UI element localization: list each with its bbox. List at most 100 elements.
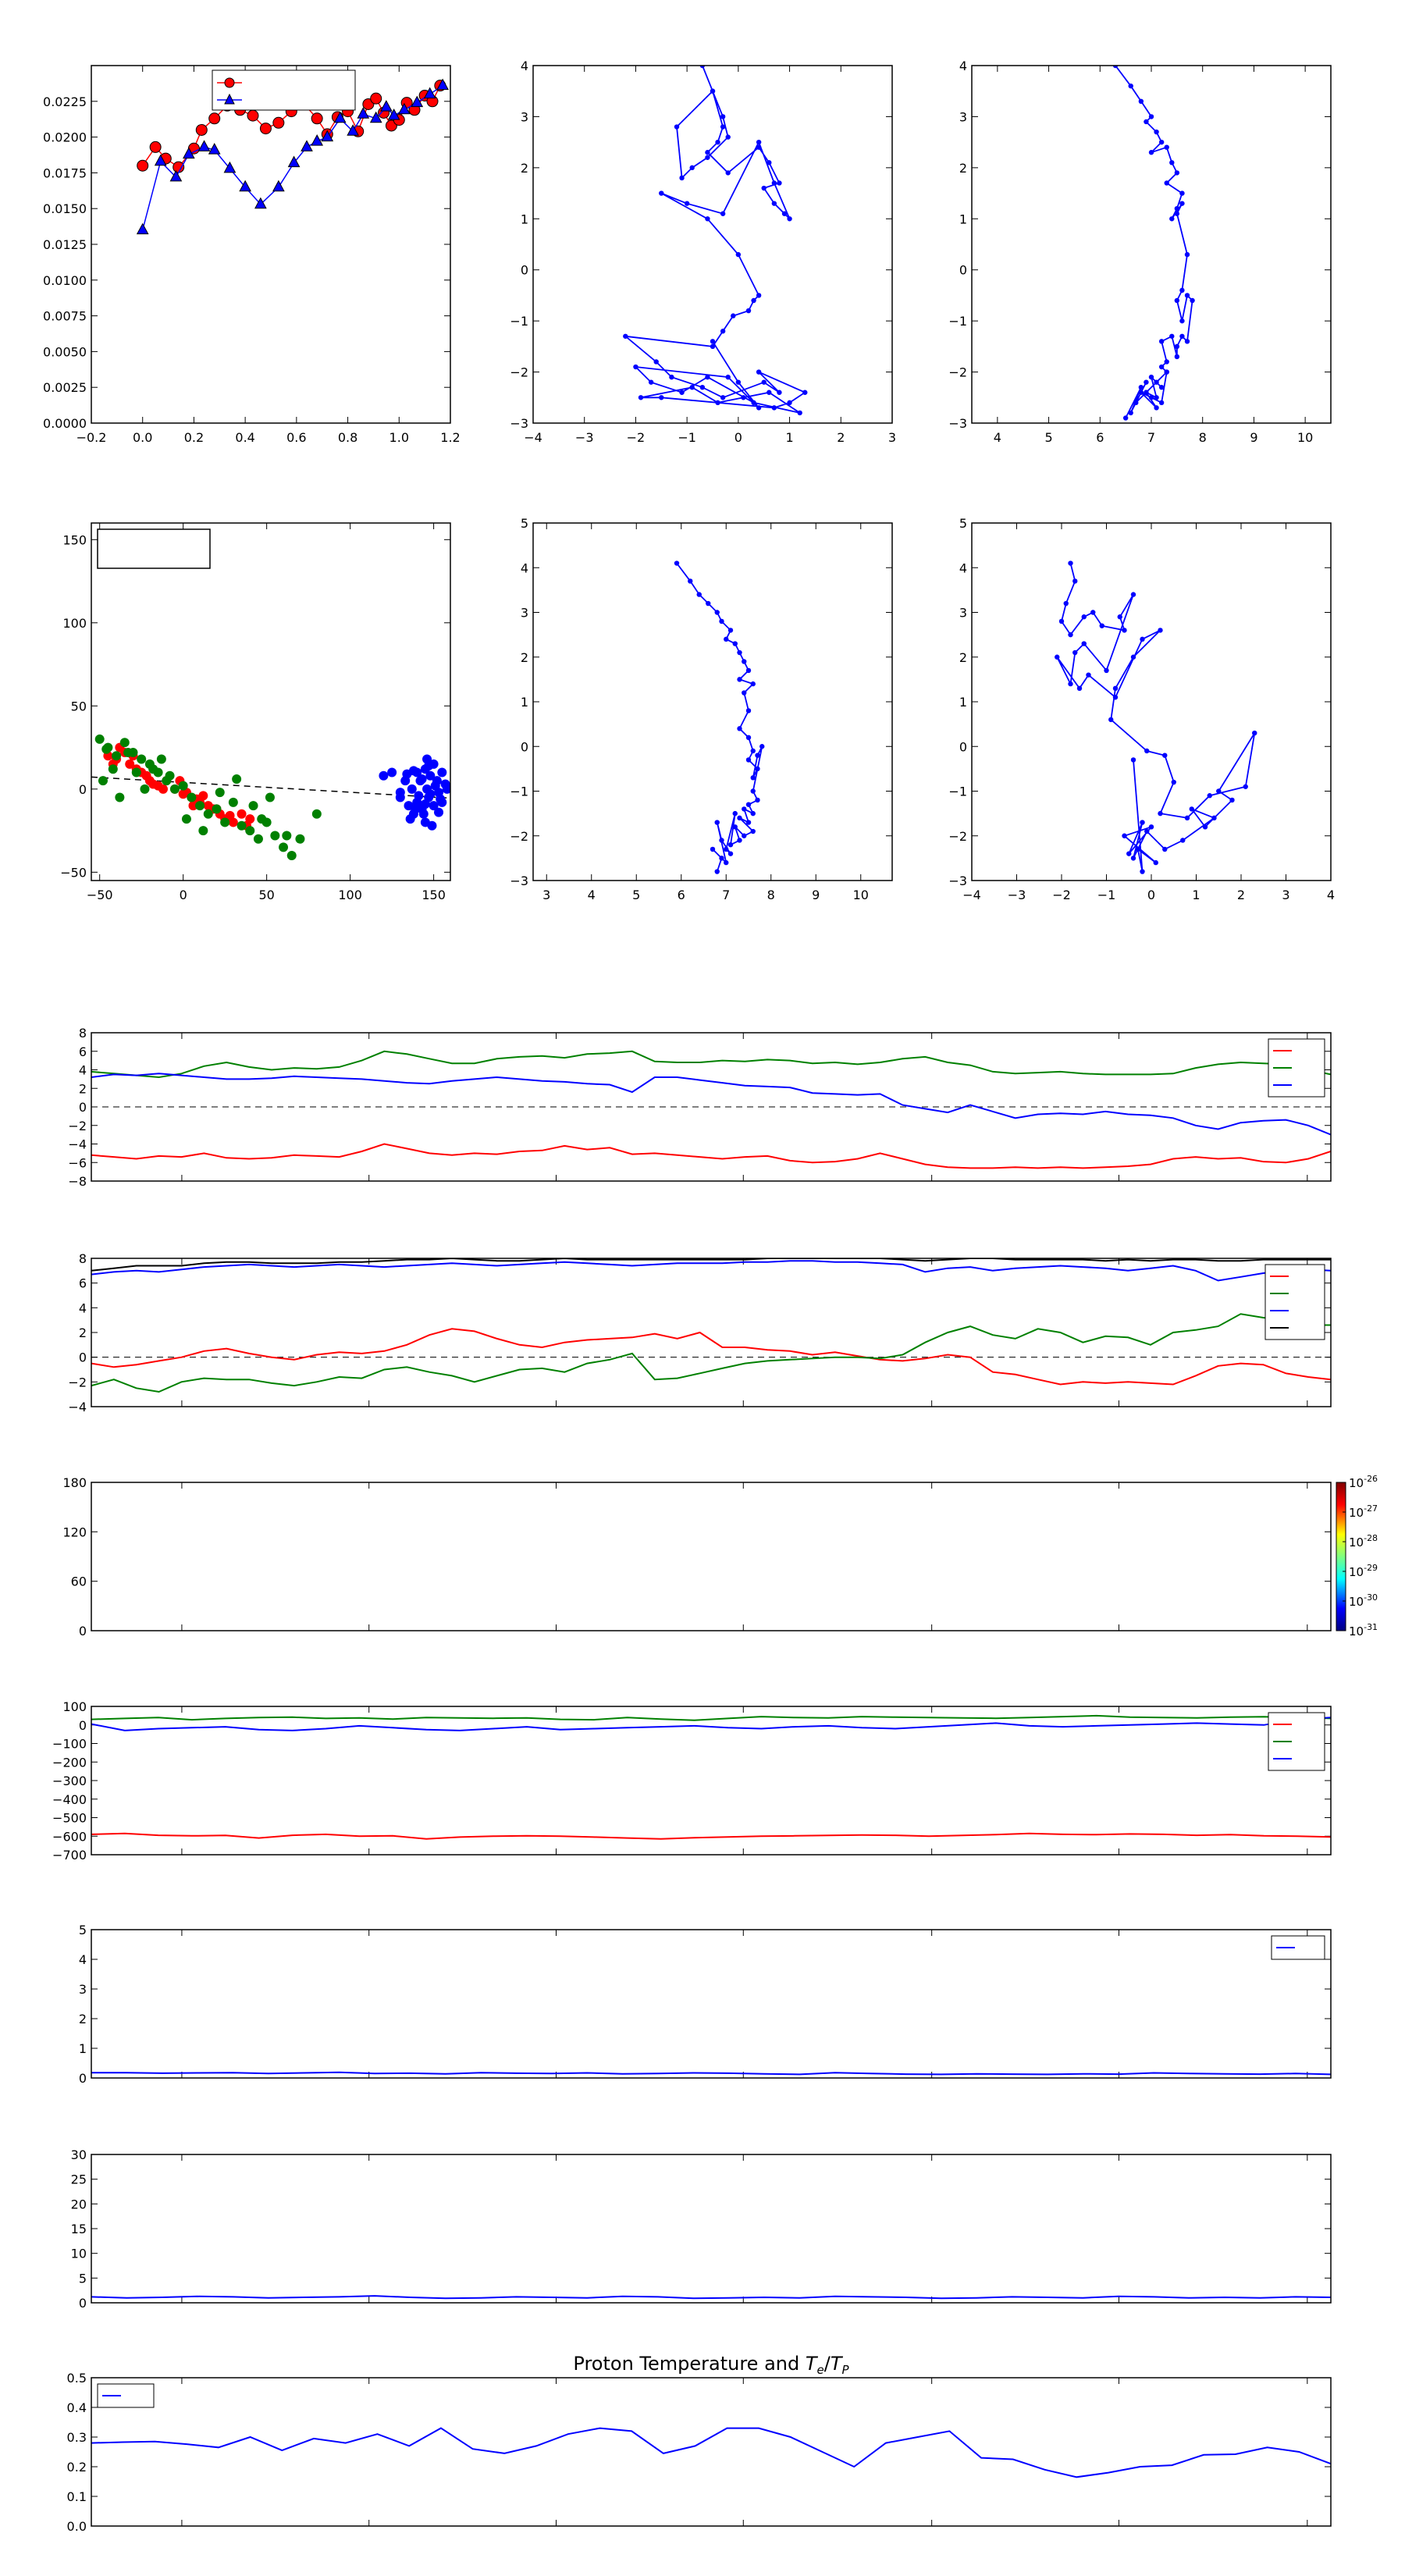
h3-point [724, 846, 729, 852]
mag_gse-ytick-label: 4 [79, 1063, 87, 1078]
walen-point [248, 801, 258, 811]
mag_gse-ytick-label: 2 [79, 1081, 87, 1096]
h3-point [750, 681, 756, 687]
vsw-ytick-label: 100 [62, 1699, 87, 1714]
h1-point [761, 379, 767, 385]
h1-point [761, 185, 767, 191]
h4-point [1090, 610, 1096, 615]
h3-point [696, 592, 702, 597]
h1-point [679, 175, 685, 181]
h2-ytick-label: 3 [959, 109, 967, 124]
h1-xtick-label: −3 [575, 430, 594, 445]
walen-point [178, 781, 188, 791]
h3-point [737, 726, 742, 731]
mag_fr-ytick-label: 2 [79, 1325, 87, 1340]
h1-point [802, 390, 808, 395]
h2-point [1174, 206, 1180, 212]
tpp-ytick-label: 0.4 [67, 2400, 87, 2415]
tp-point [311, 134, 323, 146]
np-ytick-label: 15 [71, 2222, 87, 2236]
h4-point [1112, 685, 1119, 692]
mag_gse-ytick-label: 0 [79, 1100, 87, 1115]
walen-point [220, 817, 230, 827]
vsw-ytick-label: −200 [52, 1755, 87, 1770]
h4-point [1158, 810, 1163, 817]
h3-xtick-label: 10 [853, 888, 869, 902]
tpp-plot-area [91, 2427, 1331, 2478]
tp-point [287, 155, 301, 168]
h1-point [699, 385, 706, 390]
h1-point [767, 390, 772, 395]
h1-ytick-label: 1 [521, 212, 528, 226]
mag_fr-ytick-label: 6 [79, 1276, 87, 1291]
h3-point [714, 610, 720, 615]
walen-plot-area [91, 734, 450, 861]
walen-point [408, 766, 418, 776]
h1-ytick-label: 2 [521, 161, 528, 176]
h1-point [710, 343, 716, 350]
tp-point [154, 154, 167, 166]
vsw-plot-area [91, 1714, 1331, 1840]
h1-point [689, 165, 695, 171]
h2-plot-area [1112, 66, 1195, 421]
tpp-series-Tp [91, 2427, 1331, 2478]
h3-xtick-label: 5 [632, 888, 640, 902]
h4-point [1055, 654, 1060, 660]
walen-point [187, 792, 197, 802]
tp-point [239, 180, 251, 192]
h3-ytick-label: −3 [510, 873, 528, 888]
h4-point [1144, 828, 1150, 834]
walen-point [286, 851, 297, 861]
h1-point [787, 216, 792, 222]
h2-point [1169, 216, 1175, 222]
np-ytick-label: 0 [79, 2296, 87, 2311]
h3-xtick-label: 6 [678, 888, 685, 902]
walen-point [94, 734, 105, 744]
tp-xtick-label: 1.2 [440, 430, 460, 445]
beta-ytick-label: 0 [79, 2071, 87, 2086]
h3-xtick-label: 7 [722, 888, 730, 902]
h4-xtick-label: −3 [1008, 888, 1026, 902]
h1-point [756, 139, 762, 145]
h3-point [750, 775, 756, 781]
pad-colorbar-label: 10-29 [1349, 1563, 1378, 1579]
mag_fr-ytick-label: 0 [79, 1350, 87, 1365]
h4-point [1104, 667, 1109, 674]
h1-point [777, 390, 782, 395]
h4-point [1153, 859, 1158, 866]
h4-xtick-label: 0 [1147, 888, 1155, 902]
walen-point [165, 770, 175, 781]
walen-point [198, 826, 208, 836]
h2-point [1154, 379, 1159, 385]
h3-point [724, 636, 729, 642]
walen-point [131, 767, 141, 777]
tp-point [136, 222, 149, 235]
h4-point [1081, 641, 1087, 646]
h2-point [1174, 297, 1180, 304]
h3-ytick-label: −1 [510, 785, 528, 799]
np-ytick-label: 5 [79, 2271, 87, 2286]
h1-point [735, 251, 742, 258]
h1-point [720, 114, 726, 119]
tp-point [301, 140, 313, 151]
h3-point [688, 578, 693, 584]
np-series-Np [91, 2295, 1331, 2300]
h4-point [1108, 717, 1114, 723]
h4-point [1148, 824, 1154, 830]
walen-point [434, 807, 444, 817]
h2-frame [971, 65, 1332, 424]
h1-point [648, 379, 654, 385]
h4-point [1140, 636, 1145, 642]
walen-point [425, 789, 436, 799]
tp-point [398, 102, 411, 115]
tp-xtick-label: 0.8 [338, 430, 357, 445]
h3-point [737, 815, 742, 821]
walen-point [405, 814, 415, 824]
pad-colorbar-label: 10-26 [1349, 1474, 1378, 1490]
mag_gse-ytick-label: −8 [68, 1174, 87, 1189]
h1-point [771, 180, 777, 186]
h4-point [1112, 695, 1119, 700]
beta-ytick-label: 5 [79, 1923, 87, 1937]
h4-point [1162, 753, 1168, 758]
tp-ytick-label: 0.0050 [43, 344, 87, 359]
